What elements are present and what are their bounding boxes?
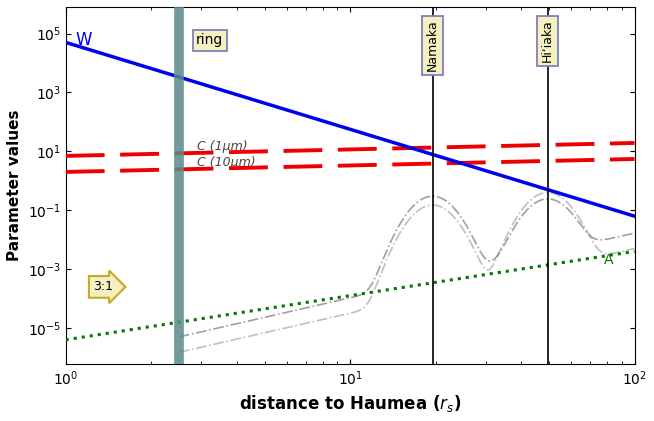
Text: W: W <box>75 31 92 49</box>
X-axis label: distance to Haumea ($r_s$): distance to Haumea ($r_s$) <box>239 393 461 414</box>
Text: C (10μm): C (10μm) <box>198 156 256 169</box>
Text: A: A <box>604 253 613 267</box>
Text: 3:1: 3:1 <box>94 280 113 293</box>
Text: C (1μm): C (1μm) <box>198 140 248 153</box>
Text: Namaka: Namaka <box>426 19 439 71</box>
Y-axis label: Parameter values: Parameter values <box>7 110 22 261</box>
Text: Hiʻiaka: Hiʻiaka <box>542 19 554 62</box>
Text: ring: ring <box>196 33 224 47</box>
